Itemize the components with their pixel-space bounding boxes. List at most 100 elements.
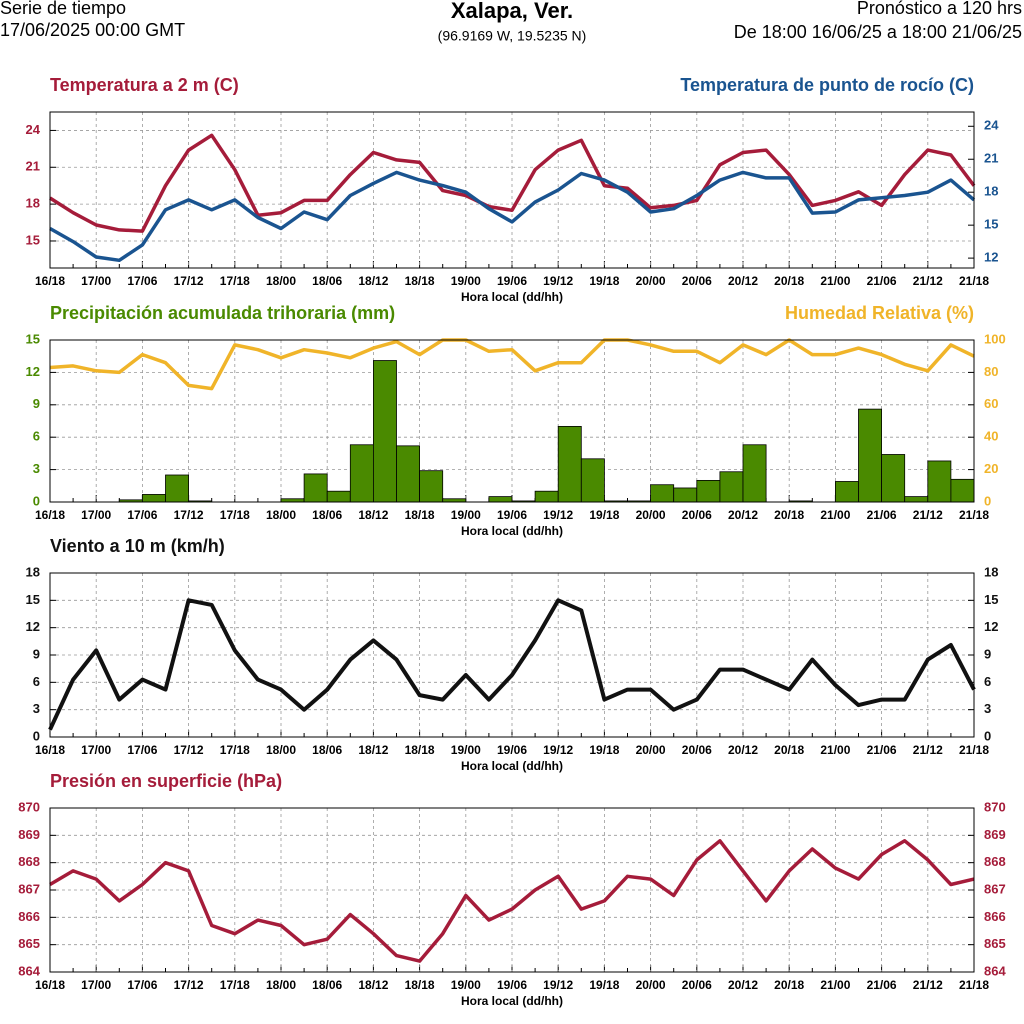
x-tick-label: 21/18	[959, 508, 989, 522]
x-tick-label: 16/18	[35, 508, 65, 522]
x-tick-label: 19/12	[543, 978, 573, 992]
y2-tick-label: 0	[984, 493, 991, 508]
y-tick-label: 18	[26, 564, 40, 579]
x-tick-label: 20/00	[636, 978, 666, 992]
x-tick-label: 20/12	[728, 274, 758, 288]
x-tick-label: 17/12	[174, 743, 204, 757]
bar	[950, 478, 975, 503]
x-tick-label: 18/12	[358, 274, 388, 288]
bar	[580, 458, 605, 503]
header-right: De 18:00 16/06/25 a 18:00 21/06/25	[734, 22, 1022, 42]
y-tick-label: 24	[26, 122, 41, 137]
x-tick-label: 20/06	[682, 508, 712, 522]
x-tick-label: 20/12	[728, 978, 758, 992]
x-tick-label: 17/12	[174, 978, 204, 992]
x-tick-label: 18/18	[405, 274, 435, 288]
y-tick-label: 15	[26, 331, 40, 346]
x-tick-label: 18/12	[358, 978, 388, 992]
bar	[303, 473, 328, 503]
x-tick-label: 20/18	[774, 508, 804, 522]
x-tick-label: 21/12	[913, 978, 943, 992]
y2-tick-label: 864	[984, 963, 1006, 978]
y2-tick-label: 6	[984, 674, 991, 689]
x-tick-label: 20/06	[682, 978, 712, 992]
x-tick-label: 16/18	[35, 274, 65, 288]
bar	[696, 479, 721, 503]
x-tick-label: 17/00	[81, 743, 111, 757]
bar	[742, 444, 767, 503]
x-tick-label: 19/00	[451, 743, 481, 757]
x-tick-label: 18/06	[312, 978, 342, 992]
x-tick-label: 19/18	[589, 978, 619, 992]
x-tick-label: 19/18	[589, 743, 619, 757]
y2-tick-label: 100	[984, 331, 1006, 346]
y2-tick-label: 18	[984, 564, 998, 579]
y2-tick-label: 867	[984, 881, 1006, 896]
y2-tick-label: 18	[984, 184, 998, 199]
x-tick-label: 20/18	[774, 743, 804, 757]
x-tick-label: 21/00	[820, 743, 850, 757]
x-tick-label: 21/12	[913, 508, 943, 522]
x-tick-label: 19/06	[497, 743, 527, 757]
y-tick-label: 0	[33, 728, 40, 743]
x-tick-label: 18/00	[266, 508, 296, 522]
y2-tick-label: 15	[984, 217, 998, 232]
x-tick-label: 17/00	[81, 508, 111, 522]
bar	[326, 490, 351, 503]
bar	[650, 484, 675, 503]
x-tick-label: 21/06	[867, 743, 897, 757]
x-axis-label: Hora local (dd/hh)	[461, 994, 563, 1008]
y2-tick-label: 20	[984, 461, 998, 476]
header-subtitle: (96.9169 W, 19.5235 N)	[438, 28, 587, 44]
x-tick-label: 17/06	[127, 978, 157, 992]
x-tick-label: 18/06	[312, 274, 342, 288]
x-tick-label: 17/00	[81, 274, 111, 288]
x-axis-label: Hora local (dd/hh)	[461, 290, 563, 304]
x-tick-label: 17/12	[174, 274, 204, 288]
header-title: Xalapa, Ver.	[451, 0, 573, 23]
bar	[904, 496, 929, 503]
x-tick-label: 19/06	[497, 274, 527, 288]
x-tick-label: 17/06	[127, 743, 157, 757]
y2-tick-label: 60	[984, 396, 998, 411]
bar	[557, 425, 582, 503]
x-tick-label: 19/00	[451, 508, 481, 522]
x-tick-label: 17/18	[220, 978, 250, 992]
x-tick-label: 18/00	[266, 743, 296, 757]
x-tick-label: 18/00	[266, 274, 296, 288]
bar	[165, 474, 190, 503]
line	[49, 839, 975, 963]
y2-tick-label: 869	[984, 827, 1006, 842]
x-tick-label: 20/06	[682, 743, 712, 757]
x-tick-label: 19/12	[543, 274, 573, 288]
x-tick-label: 20/00	[636, 274, 666, 288]
y2-tick-label: 866	[984, 909, 1006, 924]
y-tick-label: 12	[26, 364, 40, 379]
x-tick-label: 19/06	[497, 508, 527, 522]
y-tick-label: 9	[33, 646, 40, 661]
x-tick-label: 18/12	[358, 743, 388, 757]
x-tick-label: 21/12	[913, 274, 943, 288]
x-tick-label: 21/06	[867, 978, 897, 992]
x-tick-label: 17/12	[174, 508, 204, 522]
bar	[419, 470, 444, 503]
x-tick-label: 20/18	[774, 978, 804, 992]
x-tick-label: 18/06	[312, 508, 342, 522]
y-tick-label: 12	[26, 619, 40, 634]
line	[48, 598, 976, 731]
x-tick-label: 20/00	[636, 508, 666, 522]
line	[49, 338, 975, 391]
y-tick-label: 3	[33, 461, 40, 476]
x-tick-label: 20/12	[728, 508, 758, 522]
y-tick-label: 15	[26, 232, 40, 247]
x-tick-label: 21/06	[867, 274, 897, 288]
y2-tick-label: 12	[984, 250, 998, 265]
x-axis-label: Hora local (dd/hh)	[461, 759, 563, 773]
x-tick-label: 18/18	[405, 978, 435, 992]
y2-tick-label: 24	[984, 118, 999, 133]
x-tick-label: 17/00	[81, 978, 111, 992]
y2-tick-label: 865	[984, 936, 1006, 951]
bar	[349, 444, 374, 503]
x-tick-label: 19/00	[451, 978, 481, 992]
